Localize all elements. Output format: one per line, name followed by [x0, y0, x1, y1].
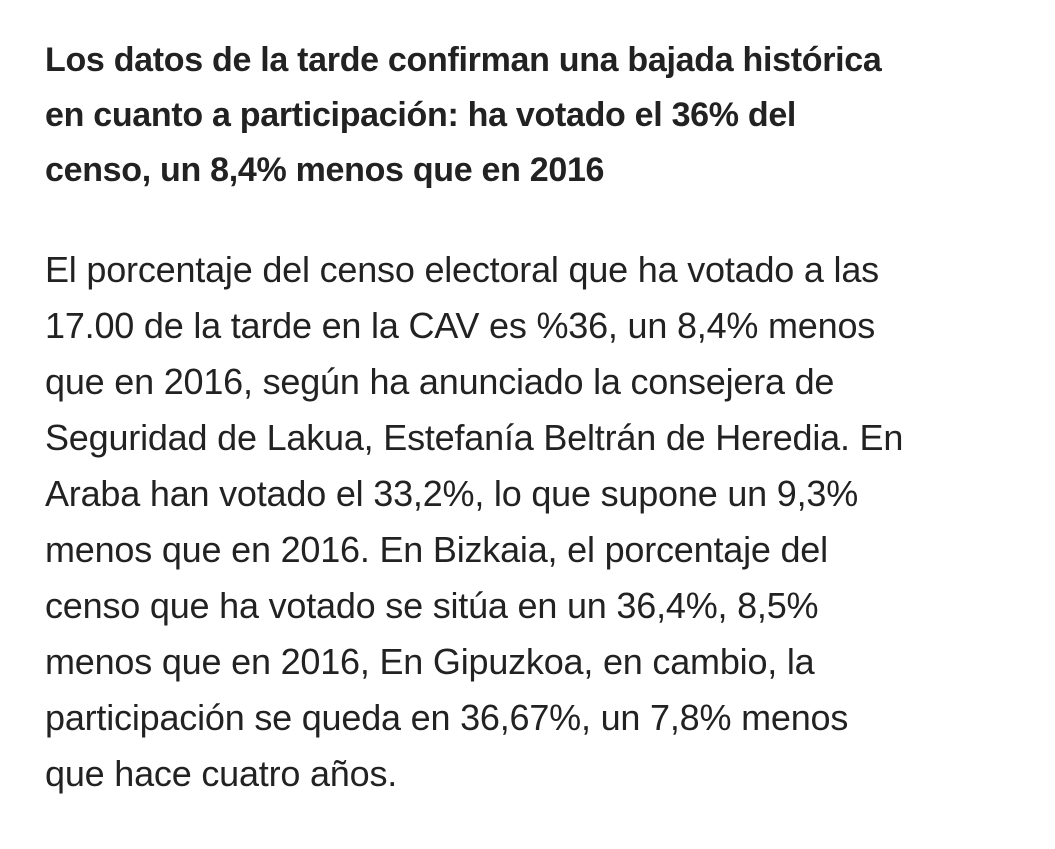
paragraph-line: participación se queda en 36,67%, un 7,8… — [45, 697, 849, 738]
paragraph-line: menos que en 2016, En Gipuzkoa, en cambi… — [45, 641, 815, 682]
paragraph: El porcentaje del censo electoral que ha… — [45, 242, 903, 802]
headline-line: Los datos de la tarde confirman una baja… — [45, 41, 882, 79]
headline: Los datos de la tarde confirman una baja… — [45, 33, 882, 198]
paragraph-line: que hace cuatro años. — [45, 753, 398, 794]
paragraph-line: censo que ha votado se sitúa en un 36,4%… — [45, 585, 819, 626]
paragraph-line: Araba han votado el 33,2%, lo que supone… — [45, 473, 859, 514]
paragraph-line: que en 2016, según ha anunciado la conse… — [45, 361, 835, 402]
paragraph-line: El porcentaje del censo electoral que ha… — [45, 249, 879, 290]
paragraph-line: Seguridad de Lakua, Estefanía Beltrán de… — [45, 417, 904, 458]
headline-line: censo, un 8,4% menos que en 2016 — [45, 151, 605, 189]
headline-line: en cuanto a participación: ha votado el … — [45, 96, 797, 134]
paragraph-line: 17.00 de la tarde en la CAV es %36, un 8… — [45, 305, 876, 346]
paragraph-line: menos que en 2016. En Bizkaia, el porcen… — [45, 529, 828, 570]
